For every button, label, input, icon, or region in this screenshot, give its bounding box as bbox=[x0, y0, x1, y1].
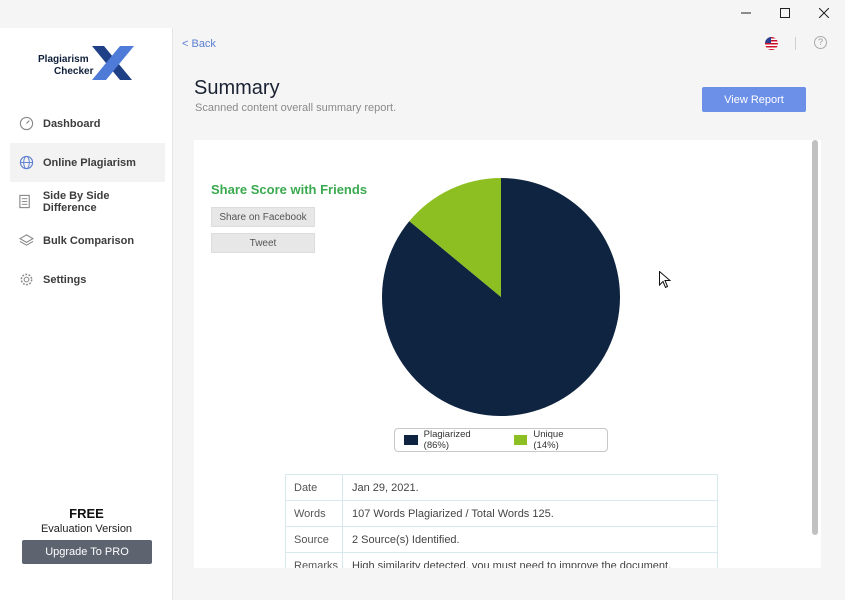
upgrade-button[interactable]: Upgrade To PRO bbox=[22, 540, 152, 564]
row-key: Remarks bbox=[286, 553, 343, 568]
close-icon[interactable] bbox=[804, 0, 844, 26]
minimize-icon[interactable] bbox=[726, 0, 766, 26]
dashboard-icon bbox=[18, 116, 34, 132]
legend-label-plagiarized: Plagiarized (86%) bbox=[423, 429, 471, 451]
row-value: 2 Source(s) Identified. bbox=[352, 533, 460, 546]
share-facebook-button[interactable]: Share on Facebook bbox=[211, 207, 315, 227]
logo-line1: Plagiarism bbox=[38, 54, 89, 65]
page-title: Summary bbox=[194, 77, 280, 99]
us-flag-icon[interactable] bbox=[765, 37, 778, 50]
title-bar bbox=[0, 0, 845, 28]
globe-icon bbox=[18, 155, 34, 171]
sidebar-item-label: Online Plagiarism bbox=[43, 156, 136, 169]
logo-line2: Checker bbox=[54, 66, 94, 77]
legend-item-unique: Unique (14%) bbox=[513, 429, 590, 451]
share-title: Share Score with Friends bbox=[211, 182, 368, 197]
mouse-cursor-icon bbox=[659, 271, 671, 289]
sidebar-item-label: Bulk Comparison bbox=[43, 234, 135, 247]
view-report-button[interactable]: View Report bbox=[702, 87, 806, 112]
license-info: FREE Evaluation Version bbox=[0, 506, 173, 535]
maximize-icon[interactable] bbox=[765, 0, 805, 26]
row-key: Words bbox=[286, 501, 343, 526]
legend-label-unique: Unique (14%) bbox=[533, 429, 564, 451]
help-icon[interactable]: ? bbox=[814, 36, 827, 49]
table-row: Source 2 Source(s) Identified. bbox=[286, 527, 717, 553]
sidebar-item-side-by-side[interactable]: Side By Side Difference bbox=[10, 182, 165, 221]
sidebar: Plagiarism Checker Dashboard Online Plag… bbox=[0, 28, 173, 600]
sidebar-item-dashboard[interactable]: Dashboard bbox=[10, 104, 165, 143]
summary-card: Share Score with Friends Share on Facebo… bbox=[194, 140, 821, 568]
pie-slice-unique bbox=[409, 178, 501, 297]
row-key: Date bbox=[286, 475, 343, 500]
document-compare-icon bbox=[18, 194, 34, 210]
layers-icon bbox=[18, 233, 34, 249]
sidebar-item-label: Settings bbox=[43, 273, 87, 286]
app-logo: Plagiarism Checker bbox=[36, 46, 136, 84]
sidebar-item-settings[interactable]: Settings bbox=[10, 260, 165, 299]
license-subtitle: Evaluation Version bbox=[40, 523, 133, 535]
legend-item-plagiarized: Plagiarized (86%) bbox=[404, 429, 497, 451]
back-link[interactable]: < Back bbox=[182, 38, 216, 50]
sidebar-item-label: Dashboard bbox=[43, 117, 101, 130]
gear-icon bbox=[18, 272, 34, 288]
license-title: FREE bbox=[69, 506, 104, 521]
row-value: 107 Words Plagiarized / Total Words 125. bbox=[352, 507, 554, 520]
plagiarism-pie-chart bbox=[382, 178, 620, 416]
legend-swatch-plagiarized bbox=[404, 435, 418, 445]
sidebar-item-bulk-comparison[interactable]: Bulk Comparison bbox=[10, 221, 165, 260]
topbar-divider bbox=[795, 37, 796, 50]
sidebar-item-online-plagiarism[interactable]: Online Plagiarism bbox=[10, 143, 165, 182]
table-row: Words 107 Words Plagiarized / Total Word… bbox=[286, 501, 717, 527]
legend-swatch-unique bbox=[513, 435, 528, 445]
page-subtitle: Scanned content overall summary report. bbox=[195, 102, 397, 114]
content-scrollbar[interactable] bbox=[812, 140, 818, 535]
tweet-button[interactable]: Tweet bbox=[211, 233, 315, 253]
chart-legend: Plagiarized (86%) Unique (14%) bbox=[394, 428, 608, 452]
row-value: High similarity detected, you must need … bbox=[352, 559, 672, 569]
row-key: Source bbox=[286, 527, 343, 552]
table-row: Date Jan 29, 2021. bbox=[286, 475, 717, 501]
table-row: Remarks High similarity detected, you mu… bbox=[286, 553, 717, 568]
sidebar-nav: Dashboard Online Plagiarism Side By Side… bbox=[10, 104, 165, 299]
logo-x-mark bbox=[92, 46, 134, 80]
sidebar-item-label: Side By Side Difference bbox=[42, 189, 110, 214]
summary-details-table: Date Jan 29, 2021. Words 107 Words Plagi… bbox=[285, 474, 718, 568]
row-value: Jan 29, 2021. bbox=[352, 481, 419, 494]
